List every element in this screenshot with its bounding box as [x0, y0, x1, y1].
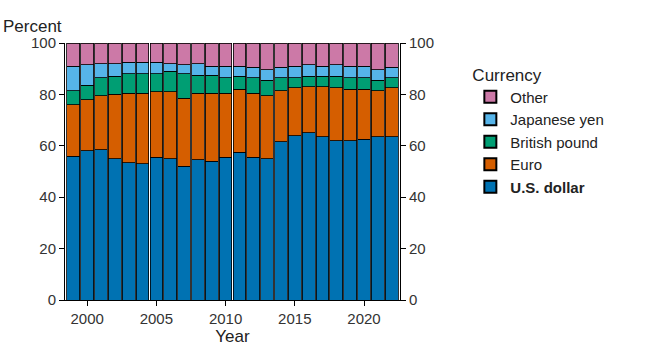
svg-text:2020: 2020	[347, 310, 380, 327]
svg-text:British pound: British pound	[510, 134, 598, 151]
svg-text:Japanese yen: Japanese yen	[510, 111, 603, 128]
svg-text:2000: 2000	[70, 310, 103, 327]
svg-text:Year: Year	[215, 327, 250, 346]
svg-text:2015: 2015	[278, 310, 311, 327]
svg-text:80: 80	[39, 86, 56, 103]
svg-text:U.S. dollar: U.S. dollar	[510, 179, 584, 196]
svg-text:0: 0	[48, 291, 56, 308]
svg-text:Percent: Percent	[3, 17, 62, 36]
svg-text:Currency: Currency	[472, 66, 541, 85]
svg-text:60: 60	[409, 137, 426, 154]
svg-text:Other: Other	[510, 89, 548, 106]
svg-text:20: 20	[39, 240, 56, 257]
svg-text:80: 80	[409, 86, 426, 103]
svg-text:2010: 2010	[209, 310, 242, 327]
svg-text:40: 40	[409, 188, 426, 205]
svg-text:60: 60	[39, 137, 56, 154]
svg-text:100: 100	[31, 34, 56, 51]
svg-text:Euro: Euro	[510, 156, 542, 173]
svg-text:100: 100	[409, 34, 434, 51]
svg-text:20: 20	[409, 240, 426, 257]
svg-text:40: 40	[39, 188, 56, 205]
svg-text:0: 0	[409, 291, 417, 308]
svg-text:2005: 2005	[140, 310, 173, 327]
